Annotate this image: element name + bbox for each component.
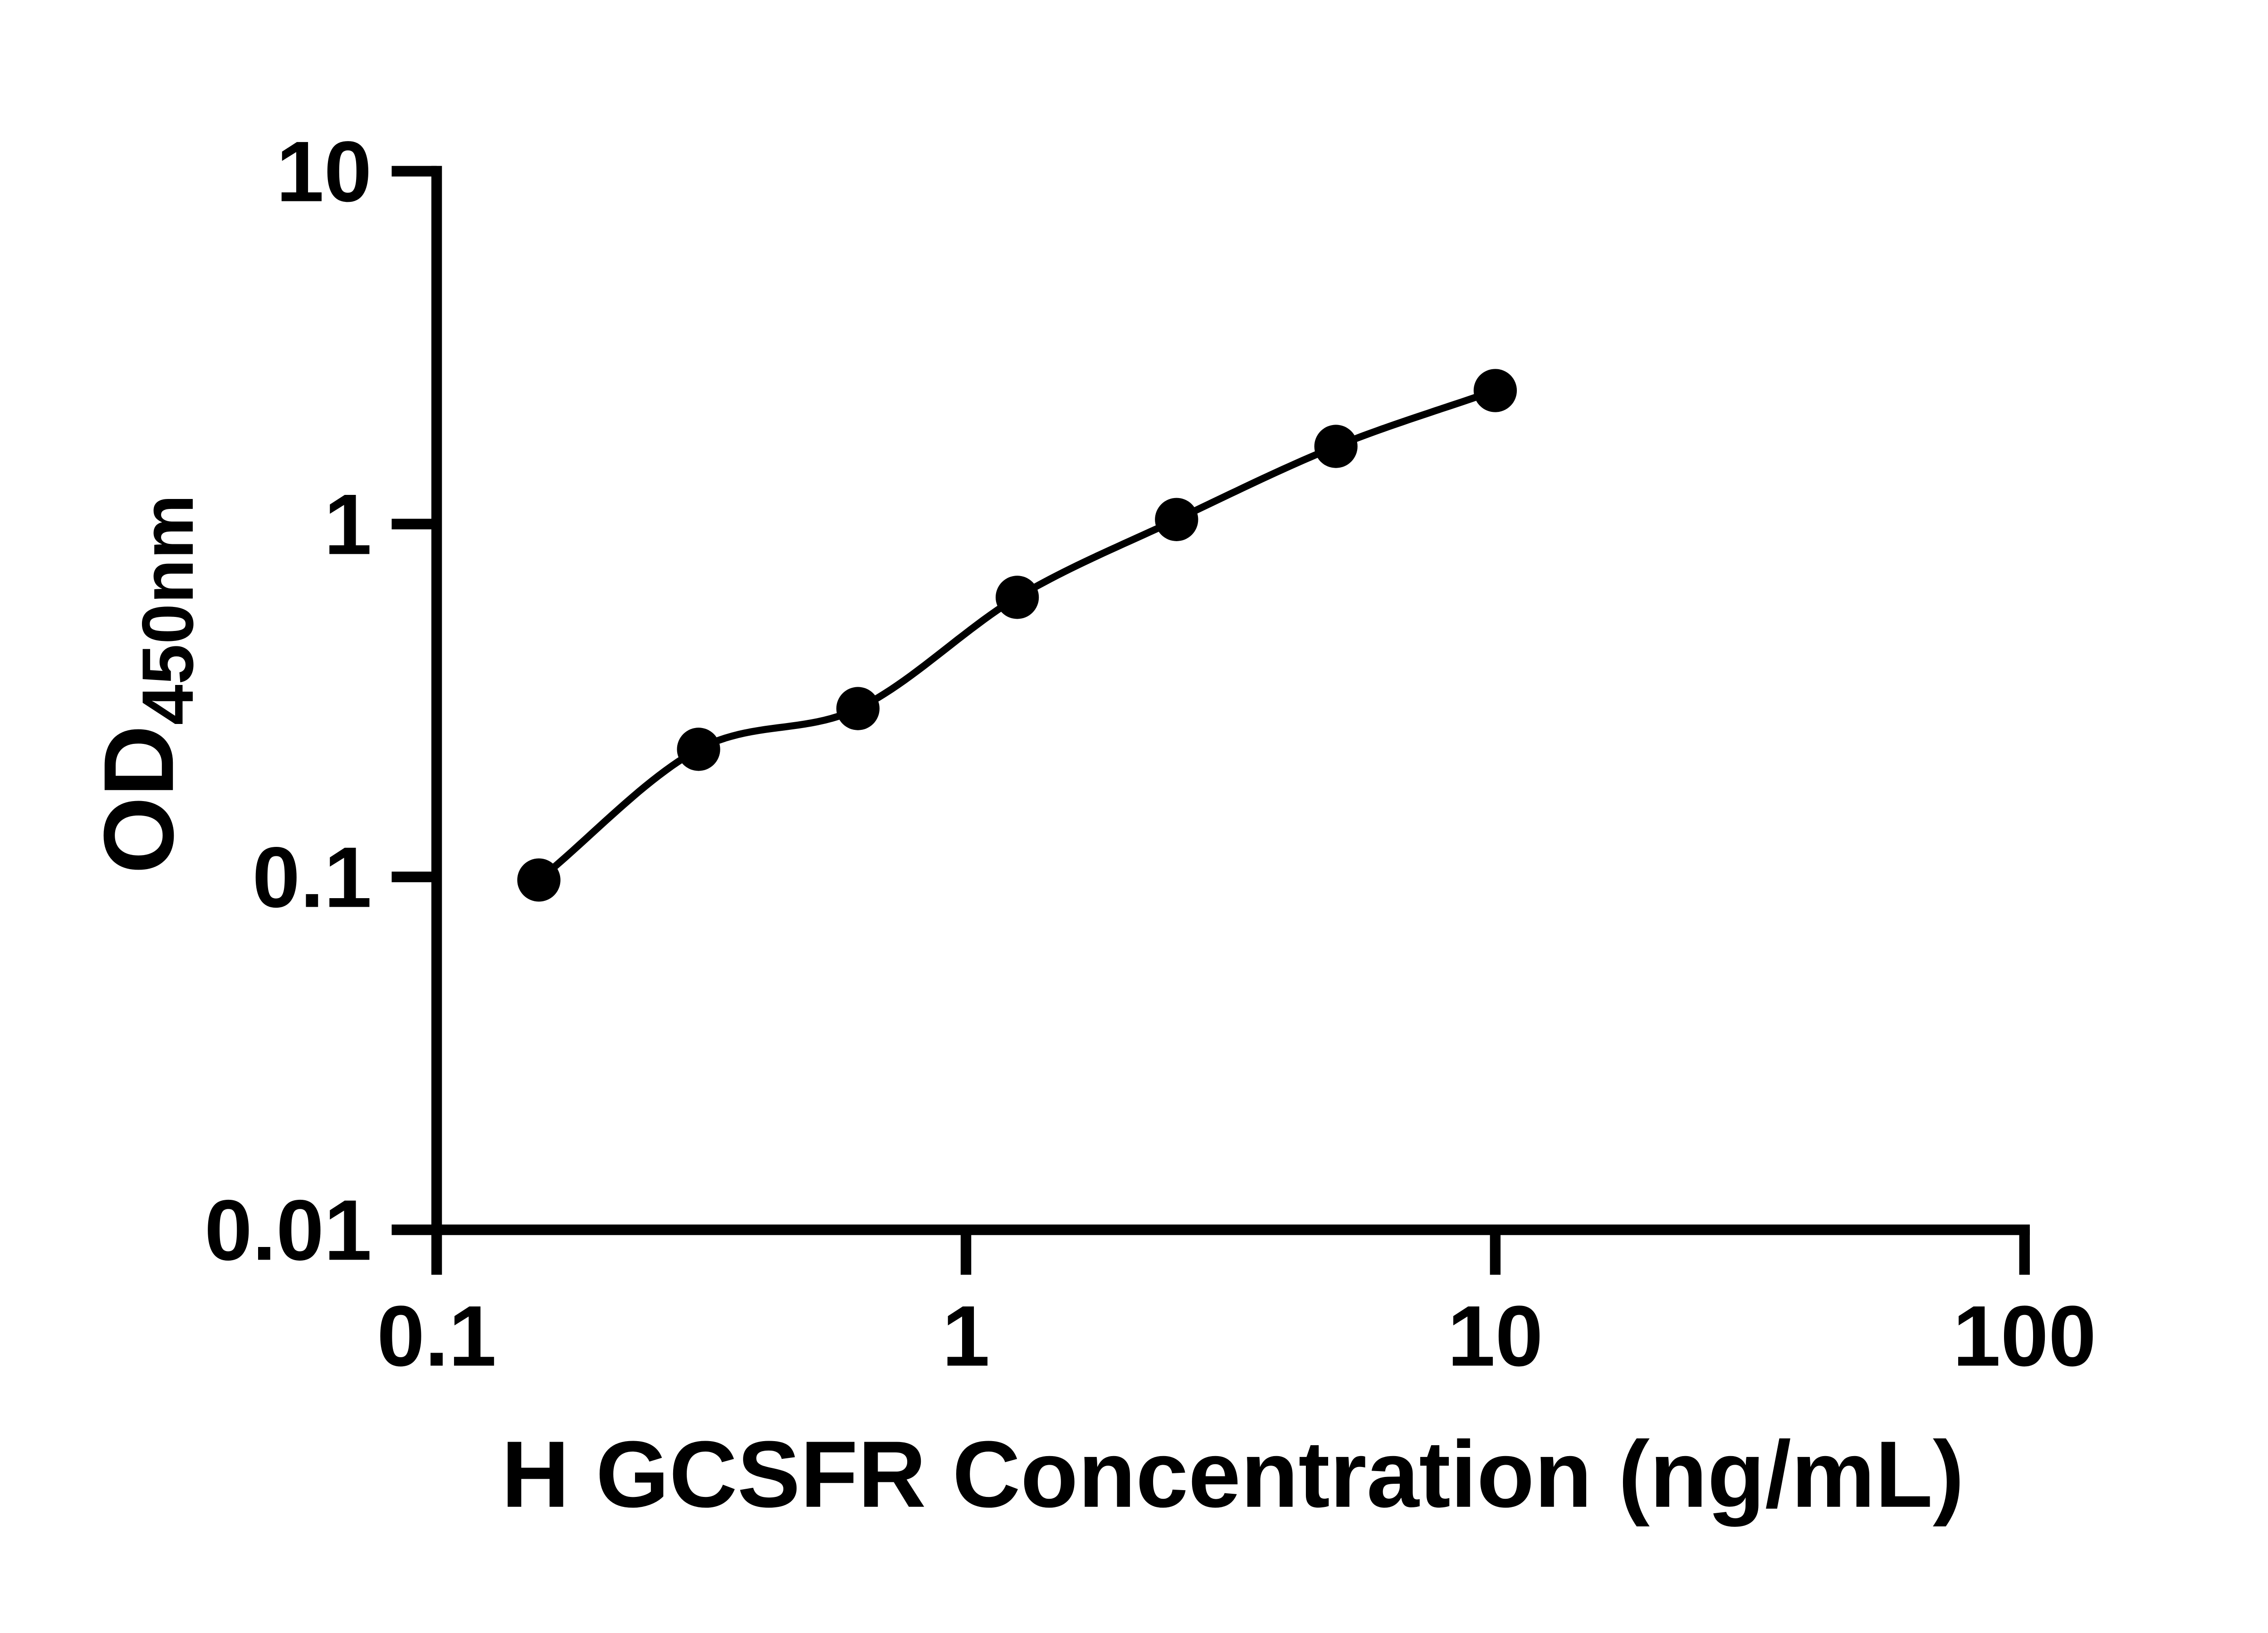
y-tick-label-10: 10: [276, 124, 372, 220]
data-point: [1473, 369, 1517, 412]
y-tick-label-0.01: 0.01: [205, 1182, 372, 1278]
y-axis-title-main: OD: [83, 725, 194, 874]
data-point: [1155, 498, 1198, 541]
y-tick-label-0.1: 0.1: [252, 829, 372, 925]
data-point: [517, 858, 561, 902]
x-tick-label-0.1: 0.1: [377, 1288, 497, 1384]
data-point: [1314, 425, 1358, 468]
axis-ticks: [391, 166, 2030, 1275]
data-point: [995, 576, 1039, 619]
data-points-group: [517, 369, 1517, 902]
y-axis-title-subscript: 450nm: [127, 494, 208, 725]
x-tick-label-100: 100: [1953, 1288, 2096, 1384]
y-tick-label-1: 1: [324, 476, 371, 572]
x-tick-label-1: 1: [942, 1288, 990, 1384]
data-point: [677, 728, 720, 771]
axes: [431, 166, 2030, 1235]
x-axis-title: H GCSFR Concentration (ng/mL): [501, 1422, 1964, 1527]
y-axis-title: OD450nm: [83, 494, 208, 874]
fit-curve-group: [535, 387, 1499, 884]
x-tick-label-10: 10: [1447, 1288, 1543, 1384]
fit-curve: [535, 387, 1499, 884]
data-point: [836, 687, 880, 730]
